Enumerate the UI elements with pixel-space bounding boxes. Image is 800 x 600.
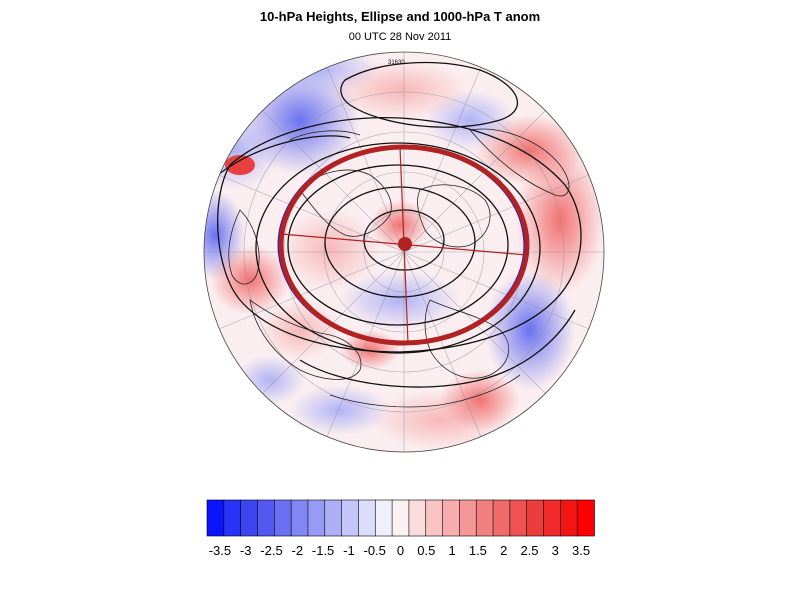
colorbar-bin (374, 499, 393, 537)
ellipse-center-dot (398, 237, 412, 251)
map-title: 10-hPa Heights, Ellipse and 1000-hPa T a… (259, 9, 541, 24)
colorbar-bin (324, 499, 343, 537)
colorbar-bin (240, 499, 259, 537)
colorbar-bin (459, 499, 478, 537)
colorbar-bin (206, 499, 225, 537)
colorbar-bin (543, 499, 562, 537)
height-contours (211, 61, 582, 388)
map-subtitle: 00 UTC 28 Nov 2011 (348, 31, 452, 43)
coastlines (228, 128, 570, 408)
colorbar-tick-label: 1 (448, 543, 456, 558)
colorbar-bin (560, 499, 578, 537)
vortex-ellipse (277, 144, 530, 346)
colorbar-bin (475, 499, 494, 537)
colorbar-tick-label: -3.5 (208, 543, 232, 558)
colorbar-bin (391, 499, 410, 537)
colorbar-tick-label: -1 (343, 543, 355, 558)
colorbar-bin (408, 499, 427, 537)
colorbar-bin (509, 499, 528, 537)
ellipse-outline (278, 144, 530, 346)
globe: 31630 (204, 52, 604, 452)
colorbar-bin (576, 499, 595, 537)
colorbar-bin (425, 499, 444, 537)
colorbar-tick-label: -2 (291, 543, 304, 558)
colorbar-bin (526, 499, 545, 537)
colorbar-bin (290, 499, 309, 537)
colorbar-bin (223, 499, 242, 537)
contour-label: 31630 (388, 60, 405, 66)
colorbar-tick-label: 1.5 (468, 543, 487, 558)
colorbar-tick-label: 2.5 (520, 543, 539, 558)
colorbar-tick-label: 2 (500, 543, 508, 558)
colorbar-tick-label: 3.5 (572, 543, 591, 558)
colorbar-tick-label: -3 (239, 543, 252, 558)
colorbar-tick-label: -0.5 (363, 543, 386, 558)
colorbar-bin (442, 499, 461, 537)
colorbar-bin (341, 499, 360, 537)
colorbar-bin (358, 499, 377, 537)
colorbar-tick-label: -1.5 (311, 543, 335, 558)
colorbar-bin (307, 499, 326, 537)
globe-outline (203, 51, 605, 453)
colorbar-bin (257, 499, 276, 537)
colorbar-tick-label: -2.5 (260, 543, 283, 558)
colorbar-tick-label: 0 (396, 543, 405, 558)
colorbar-tick-label: 3 (551, 543, 559, 558)
colorbar-bin (274, 499, 292, 537)
colorbar (206, 499, 595, 537)
colorbar-bin (492, 499, 511, 537)
colorbar-tick-label: 0.5 (417, 543, 436, 558)
